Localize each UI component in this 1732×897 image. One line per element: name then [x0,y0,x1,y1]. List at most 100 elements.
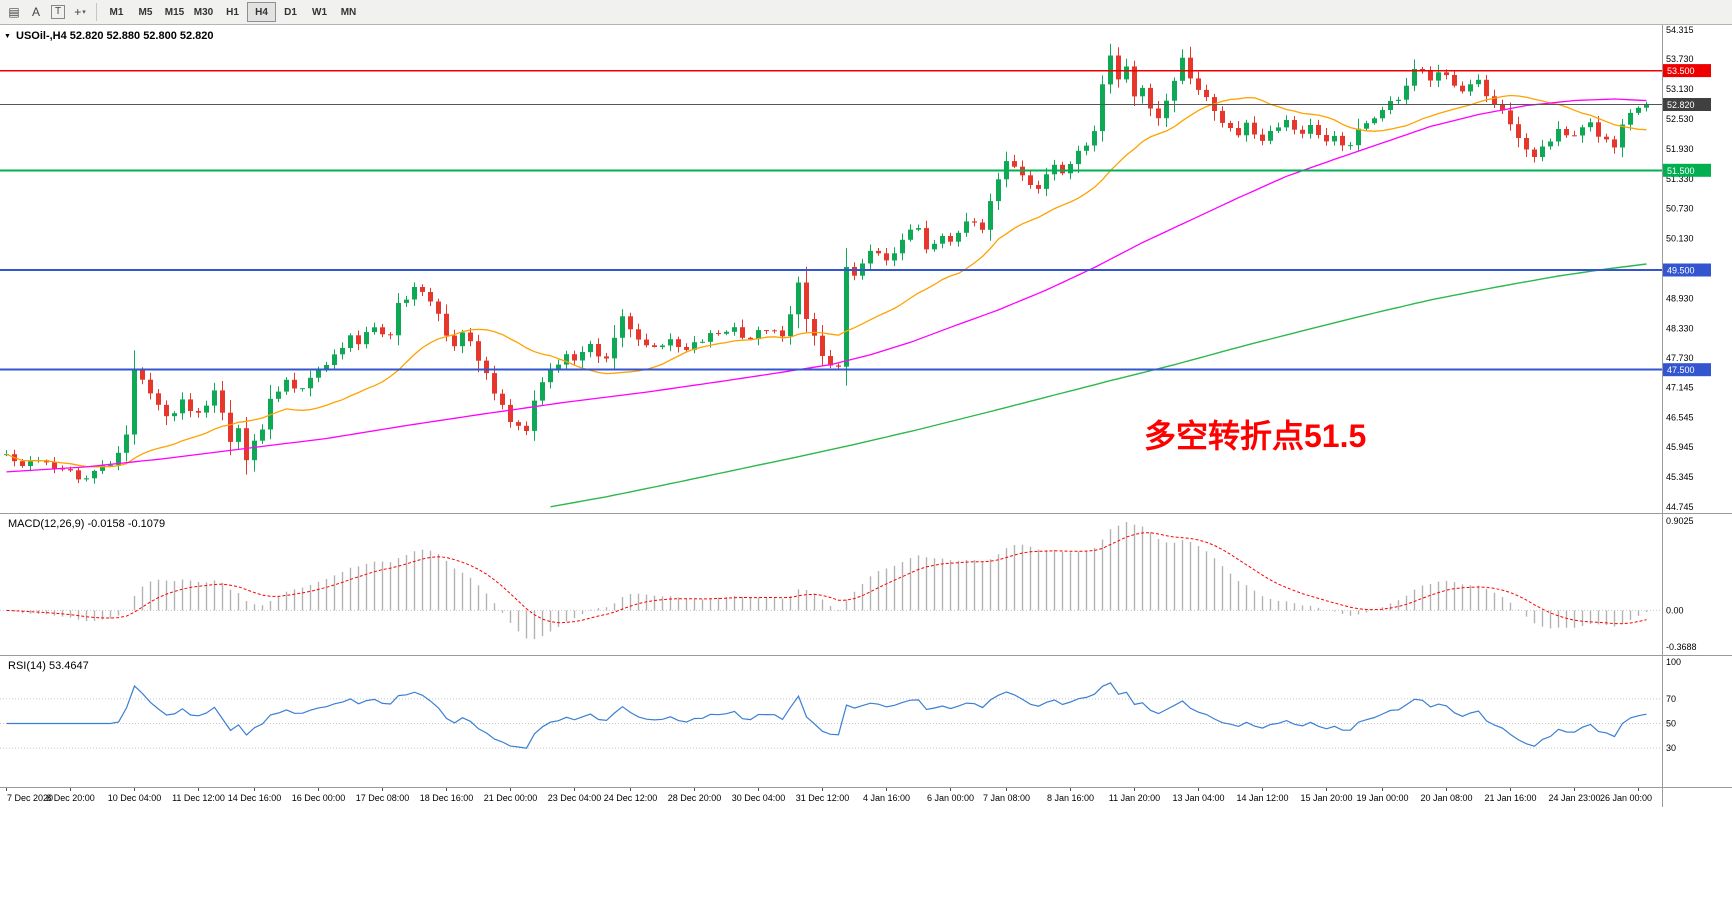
candle-body [684,347,689,350]
chart-window[interactable]: 54.315 53.730 53.130 52.530 51.930 51.330 50.7… [0,25,1732,896]
price-badge-label: 51.500 [1667,166,1695,176]
candle-body [460,332,465,347]
candle-body [1572,135,1577,137]
chart-title: USOil-,H4 52.820 52.880 52.800 52.820 [16,30,214,42]
candle-body [836,365,841,367]
candle-body [100,465,105,471]
candle-body [948,236,953,242]
candle-body [868,250,873,264]
candle-body [1028,175,1033,185]
time-axis-label: 24 Jan 23:00 [1548,793,1600,803]
candle-body [692,342,697,350]
candle-body [260,429,265,441]
candle-body [484,360,489,374]
candle-body [1396,99,1401,101]
candle-body [1276,127,1281,131]
candle-body [212,390,217,406]
candle-body [1140,87,1145,97]
chart-background [0,25,1732,896]
candle-body [900,239,905,254]
timeframe-button-h4[interactable]: H4 [247,2,276,22]
price-axis-label: 47.730 [1666,353,1694,363]
toolbar-grip-icon[interactable]: ▤ [3,3,25,22]
candle-body [1164,100,1169,119]
candle-body [28,461,33,466]
candle-body [1188,57,1193,79]
macd-label: MACD(12,26,9) -0.0158 -0.1079 [8,518,165,530]
candle-body [340,347,345,355]
candle-body [300,388,305,390]
macd-signal-line [6,532,1647,625]
timeframe-button-m30[interactable]: M30 [193,6,214,18]
timeframe-button-h1[interactable]: H1 [226,6,239,18]
price-axis-label: 50.130 [1666,234,1694,244]
time-axis-label: 18 Dec 16:00 [420,793,474,803]
text-tool-icon[interactable]: T [47,3,69,22]
crosshair-tool-icon[interactable]: + ▾ [69,3,91,22]
candle-body [796,282,801,315]
time-axis-label: 14 Dec 16:00 [228,793,282,803]
candle-body [652,345,657,347]
annotation-text[interactable]: 多空转折点51.5 [1144,418,1366,454]
candle-body [324,365,329,370]
candle-body [636,329,641,340]
chart-canvas[interactable]: 54.315 53.730 53.130 52.530 51.930 51.330 50.7… [0,25,1732,896]
timeframe-button-m5[interactable]: M5 [138,6,153,18]
price-axis-label: 46.545 [1666,412,1694,422]
time-axis-label: 26 Jan 00:00 [1600,793,1652,803]
rsi-axis-label: 70 [1666,694,1676,704]
candle-body [1260,134,1265,141]
candle-body [1548,141,1553,147]
candle-body [1436,72,1441,81]
candle-body [1204,89,1209,98]
price-axis-label: 48.930 [1666,293,1694,303]
toolbar-grip-icon-glyph: ▤ [8,5,20,19]
candle-body [780,330,785,337]
timeframe-button-m15[interactable]: M15 [164,6,185,18]
rsi-line [6,682,1647,749]
price-axis-label: 51.930 [1666,144,1694,154]
candle-body [188,399,193,411]
candle-body [532,400,537,431]
timeframe-button-m1[interactable]: M1 [109,6,124,18]
timeframe-button-d1[interactable]: D1 [284,6,297,18]
price-axis-label: 50.730 [1666,204,1694,214]
candle-body [908,229,913,240]
candle-body [708,333,713,342]
candle-body [1324,135,1329,142]
timeframe-button-w1[interactable]: W1 [312,6,327,18]
toolbar-separator [96,3,97,21]
rsi-axis-label: 100 [1666,657,1681,667]
candle-body [1100,84,1105,132]
candle-body [596,344,601,357]
candle-body [92,470,97,479]
candle-body [956,232,961,242]
time-axis-label: 20 Jan 08:00 [1420,793,1472,803]
candle-body [468,332,473,342]
cursor-tool-icon-glyph: A [31,5,40,19]
cursor-tool-icon[interactable]: A [25,3,47,22]
candle-body [628,316,633,330]
timeframe-button-mn[interactable]: MN [340,6,357,18]
time-axis-label: 11 Jan 20:00 [1109,793,1160,803]
price-badge [1663,98,1711,111]
candle-body [940,236,945,244]
candle-body [1492,96,1497,105]
candle-body [1364,123,1369,129]
chart-collapse-marker-icon[interactable]: ▼ [4,33,11,40]
candle-body [1044,174,1049,189]
candle-body [1452,75,1457,86]
candle-body [276,391,281,399]
candle-body [292,379,297,389]
candle-body [756,330,761,340]
candle-body [1068,164,1073,174]
candle-body [1316,125,1321,135]
candle-body [132,369,137,435]
candle-body [1348,145,1353,147]
candle-body [308,377,313,389]
candle-body [140,369,145,380]
candle-body [1076,150,1081,165]
candle-body [1060,164,1065,174]
candle-body [124,434,129,453]
candle-body [612,337,617,359]
